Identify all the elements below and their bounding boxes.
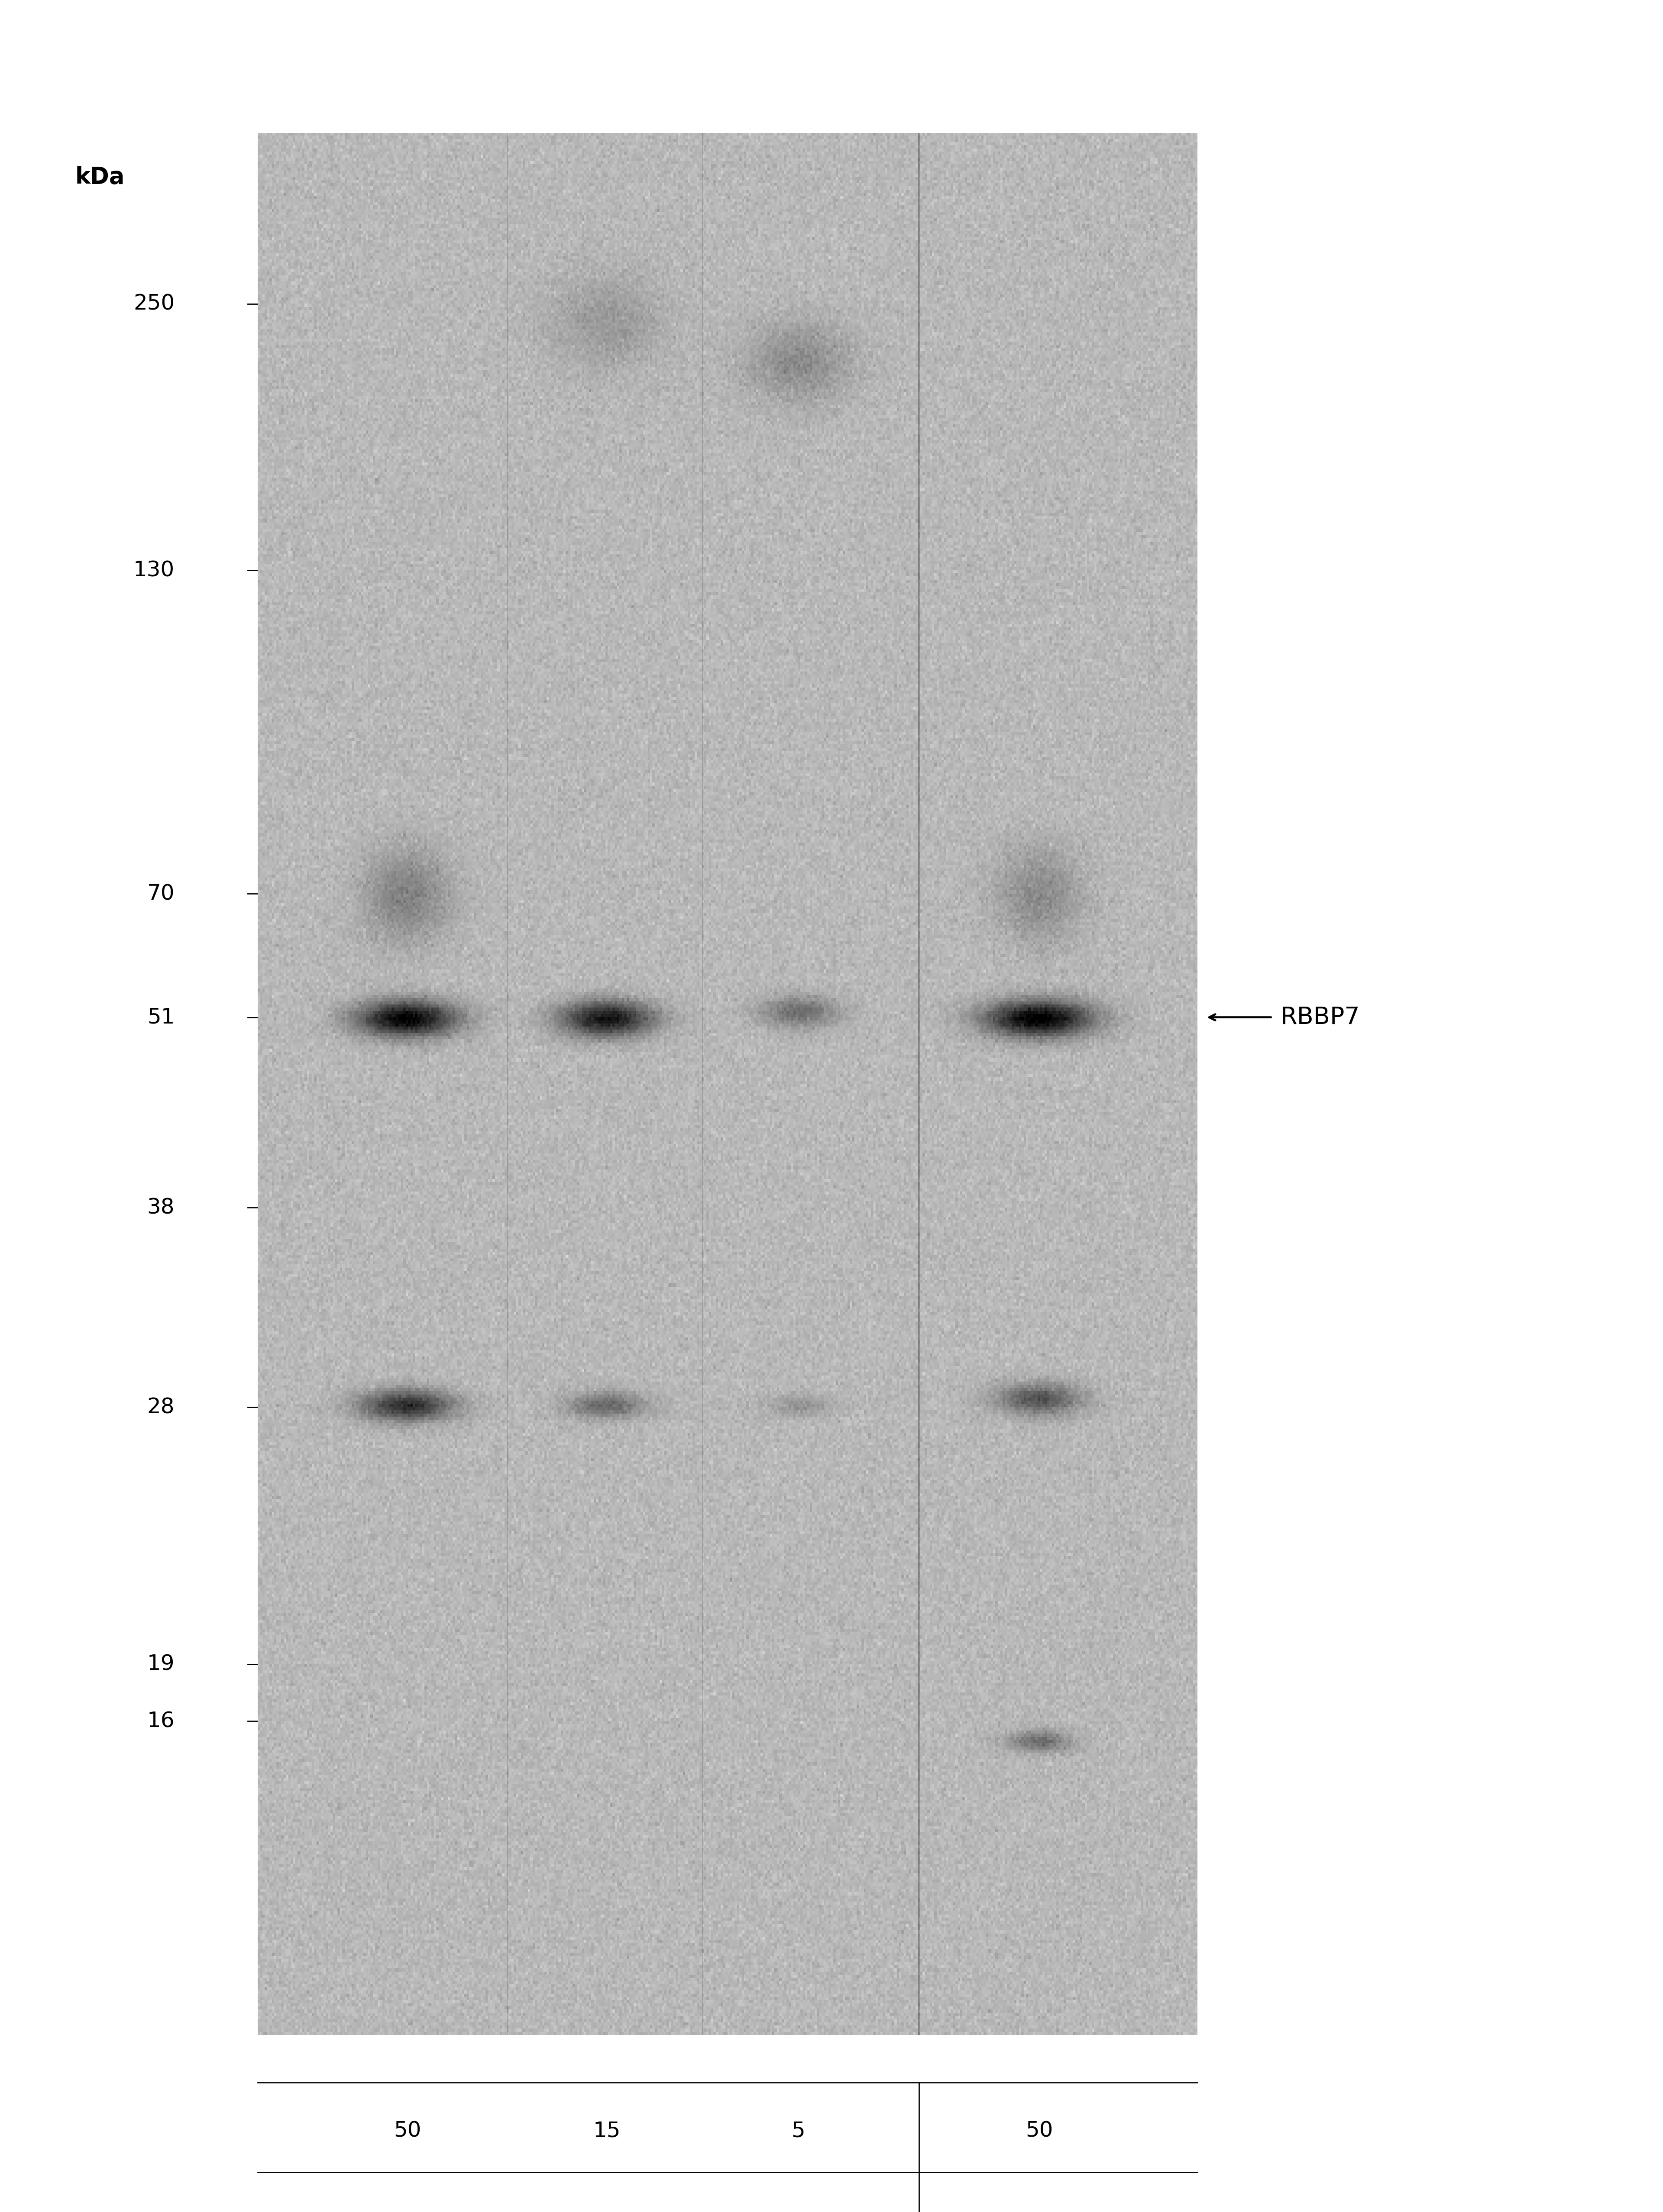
Text: 19: 19 <box>146 1655 175 1674</box>
Text: 50: 50 <box>1026 2121 1053 2141</box>
Text: kDa: kDa <box>75 166 125 188</box>
Text: 50: 50 <box>394 2121 421 2141</box>
Text: 51: 51 <box>146 1006 175 1029</box>
Text: 38: 38 <box>146 1197 175 1219</box>
Text: 250: 250 <box>133 294 175 314</box>
Text: 15: 15 <box>594 2121 620 2141</box>
Text: 28: 28 <box>146 1398 175 1418</box>
Text: 130: 130 <box>133 560 175 580</box>
Text: 70: 70 <box>146 883 175 905</box>
Text: 5: 5 <box>792 2121 805 2141</box>
Text: 16: 16 <box>146 1710 175 1732</box>
Text: RBBP7: RBBP7 <box>1281 1006 1360 1029</box>
